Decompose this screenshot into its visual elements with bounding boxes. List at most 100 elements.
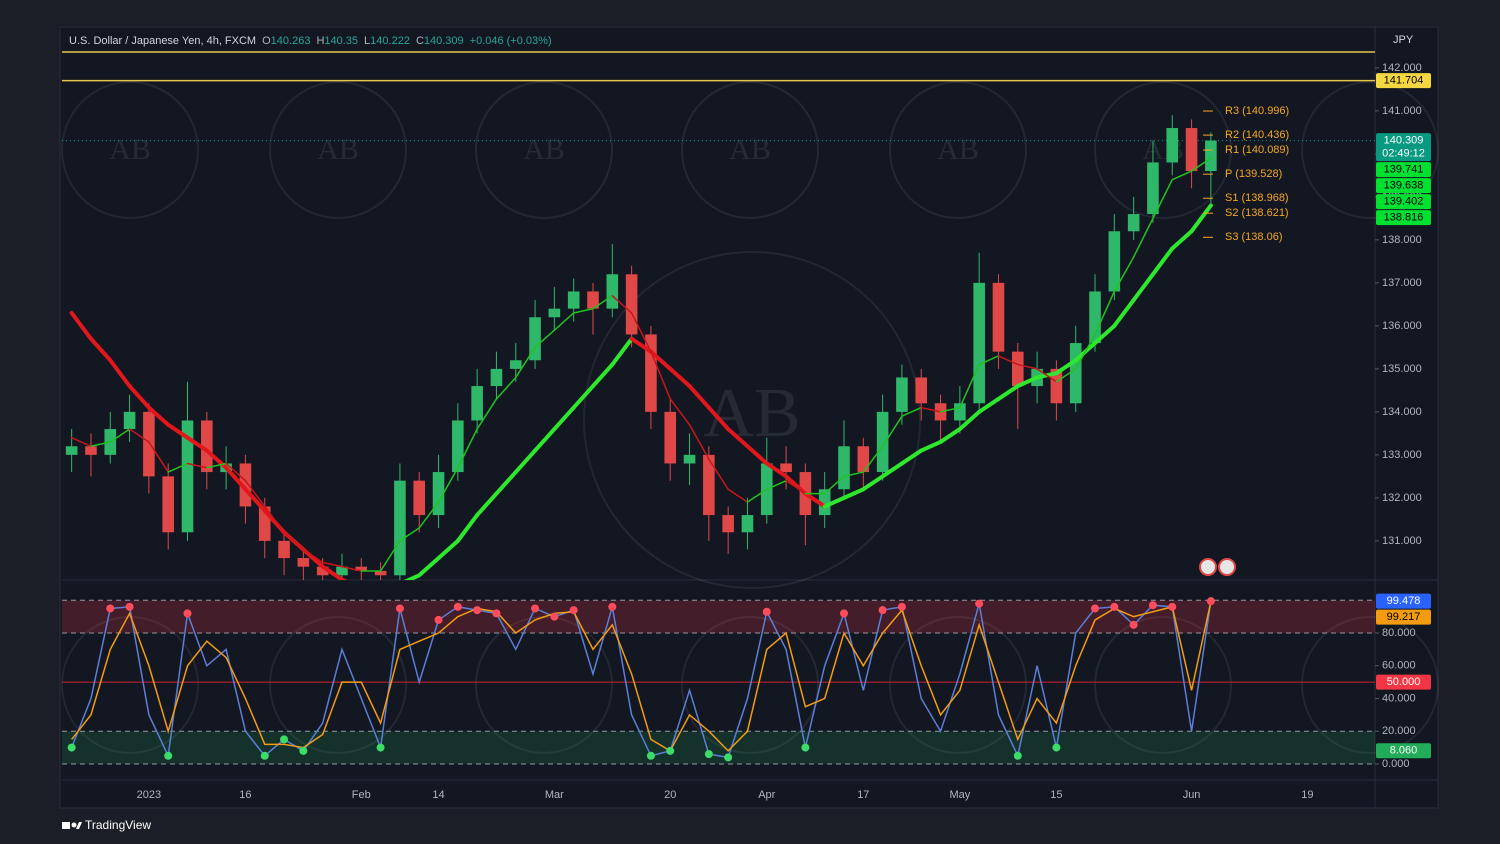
candle-body bbox=[857, 446, 870, 473]
y-tick-label: 137.000 bbox=[1382, 277, 1422, 289]
moving-average bbox=[996, 384, 1020, 401]
candle-body bbox=[741, 515, 754, 533]
event-flags bbox=[1199, 558, 1236, 576]
candle-body bbox=[452, 420, 464, 473]
moving-average bbox=[455, 513, 480, 543]
moving-average bbox=[128, 428, 150, 443]
moving-average bbox=[746, 488, 768, 503]
moving-average bbox=[1036, 368, 1058, 383]
moving-average bbox=[69, 310, 93, 341]
oversold-dot bbox=[376, 743, 385, 752]
overbought-dot bbox=[1110, 602, 1119, 611]
flag-icon[interactable] bbox=[1199, 558, 1217, 576]
watermarks bbox=[61, 81, 1439, 754]
pivot-label: R2 (140.436) bbox=[1225, 129, 1289, 141]
candle-body bbox=[896, 377, 908, 412]
price-label: 140.309 bbox=[1384, 134, 1424, 146]
overbought-dot bbox=[125, 602, 134, 611]
oversold-dot bbox=[280, 735, 289, 744]
price-label-box bbox=[1376, 133, 1431, 162]
moving-average bbox=[803, 491, 827, 509]
price-label-box bbox=[1376, 609, 1431, 625]
change: +0.046 (+0.03%) bbox=[470, 35, 552, 47]
moving-average bbox=[1131, 272, 1155, 303]
oversold-dot bbox=[646, 751, 655, 760]
moving-average bbox=[590, 362, 615, 389]
price-label: 139.638 bbox=[1384, 179, 1424, 191]
moving-average bbox=[90, 441, 112, 448]
moving-average bbox=[668, 366, 692, 389]
price-label-box bbox=[1376, 743, 1431, 759]
price-label: 8.060 bbox=[1390, 745, 1418, 757]
overbought-dot bbox=[1129, 620, 1138, 629]
overbought-dot bbox=[453, 602, 462, 611]
moving-average bbox=[939, 406, 961, 413]
price-label: 139.741 bbox=[1384, 163, 1424, 175]
candle-body bbox=[1050, 368, 1063, 404]
overbought-dot bbox=[975, 599, 984, 608]
moving-average bbox=[629, 336, 653, 354]
overbought-dot bbox=[878, 606, 887, 615]
moving-average bbox=[403, 573, 422, 580]
price-label-box bbox=[1376, 210, 1431, 226]
price-label-box bbox=[1376, 178, 1431, 194]
ohlc-label: O bbox=[262, 35, 271, 47]
candle-body bbox=[355, 566, 368, 571]
price-label-box bbox=[1376, 194, 1431, 210]
candle-body bbox=[278, 540, 290, 559]
x-tick-label: Apr bbox=[758, 789, 775, 801]
watermark: AB bbox=[317, 133, 359, 166]
x-tick-label: May bbox=[949, 789, 970, 801]
candle-body bbox=[471, 386, 483, 421]
price-label-box bbox=[1376, 593, 1431, 609]
candle-body bbox=[162, 476, 174, 533]
moving-average bbox=[225, 462, 247, 482]
logo-part bbox=[62, 822, 70, 829]
watermark: AB bbox=[109, 133, 151, 166]
oversold-dot bbox=[164, 751, 173, 760]
moving-average bbox=[321, 561, 343, 568]
y-tick-label: 141.000 bbox=[1382, 105, 1422, 117]
moving-average bbox=[610, 336, 634, 367]
overbought-dot bbox=[762, 607, 771, 616]
oversold-dot bbox=[260, 751, 269, 760]
price-label-box bbox=[1376, 162, 1431, 178]
moving-average bbox=[727, 488, 749, 503]
candle-body bbox=[258, 506, 271, 541]
moving-average bbox=[243, 487, 267, 513]
moving-average bbox=[785, 479, 807, 495]
flag-icon[interactable] bbox=[1218, 558, 1236, 576]
moving-average bbox=[822, 495, 847, 509]
candle-body bbox=[818, 489, 831, 516]
moving-average bbox=[1112, 298, 1136, 328]
candle-body bbox=[1069, 343, 1082, 404]
candle-body bbox=[954, 403, 966, 421]
y-tick-label: 133.000 bbox=[1382, 449, 1422, 461]
ohlc-label: C bbox=[416, 35, 424, 47]
moving-average bbox=[166, 422, 190, 440]
overbought-dot bbox=[1148, 601, 1157, 610]
ohlc-label: L bbox=[364, 35, 370, 47]
y-tick-label: 0.000 bbox=[1382, 758, 1410, 770]
y-tick-label: 134.000 bbox=[1382, 406, 1422, 418]
moving-average bbox=[109, 428, 131, 443]
candle-body bbox=[316, 566, 329, 576]
oversold-dot bbox=[299, 746, 308, 755]
candle-body bbox=[780, 463, 792, 473]
moving-average bbox=[437, 467, 459, 503]
x-tick-label: 14 bbox=[432, 789, 444, 801]
moving-average bbox=[475, 491, 499, 518]
moving-average bbox=[726, 427, 750, 449]
candle-body bbox=[336, 566, 348, 576]
brand: TradingView bbox=[62, 818, 151, 832]
moving-average bbox=[611, 295, 633, 314]
oversold-dot bbox=[666, 746, 675, 755]
candle-body bbox=[1011, 351, 1024, 387]
moving-average bbox=[919, 439, 943, 453]
moving-average bbox=[764, 461, 789, 479]
candle-body bbox=[394, 480, 406, 576]
moving-average bbox=[899, 448, 924, 466]
candle-body bbox=[567, 291, 580, 309]
overbought-dot bbox=[897, 602, 906, 611]
